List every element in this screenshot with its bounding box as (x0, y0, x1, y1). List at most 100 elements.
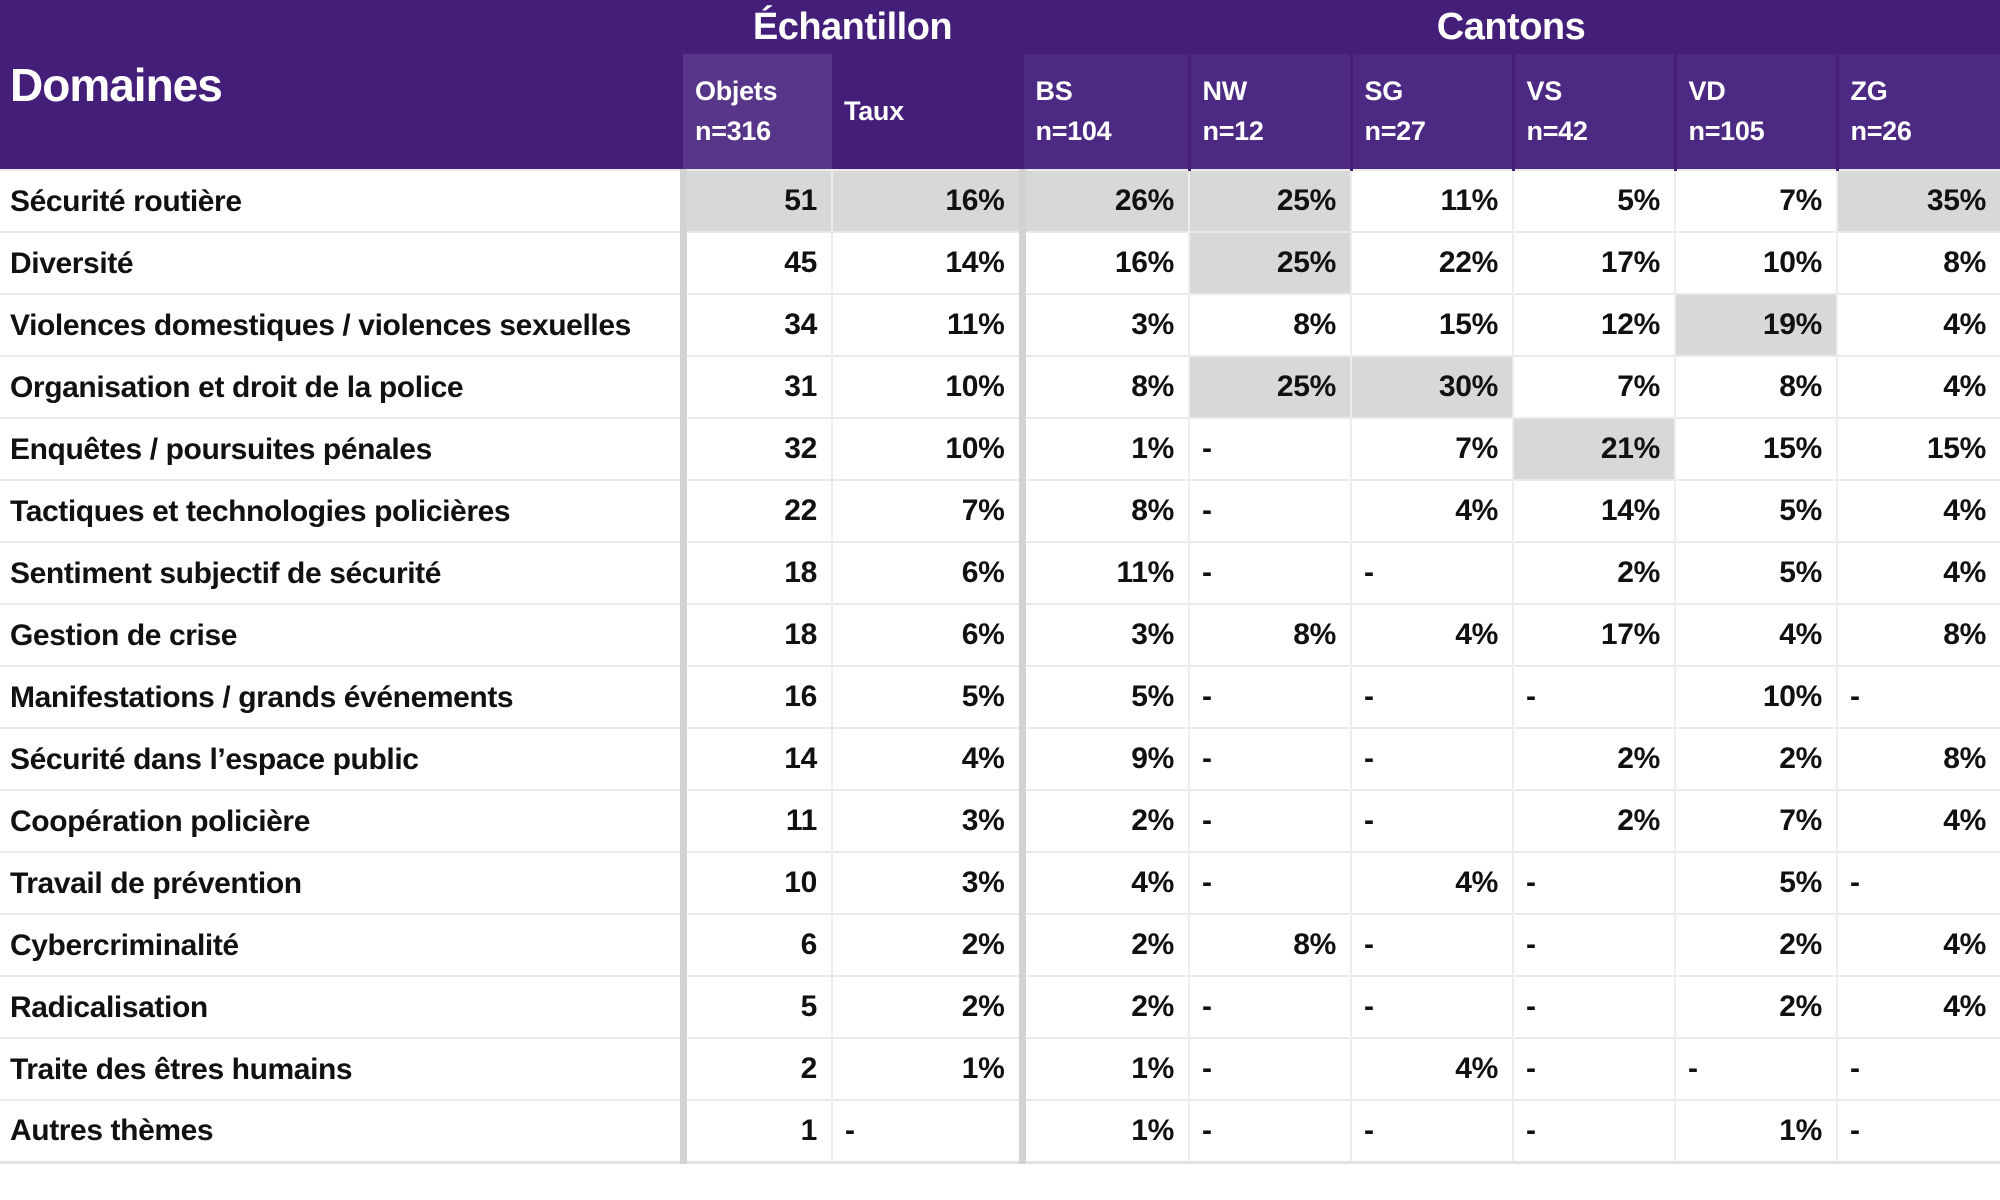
value-cell-taux: 6% (830, 541, 1023, 604)
value-cell-vd: 5% (1674, 541, 1838, 604)
value-cell-vd: 15% (1674, 417, 1838, 480)
value-cell-bs: 8% (1018, 479, 1190, 542)
column-header-sg: SG n=27 (1349, 54, 1514, 170)
value-cell-vs: - (1512, 851, 1676, 914)
value-cell-sg: 30% (1350, 355, 1514, 418)
domain-label: Organisation et droit de la police (0, 355, 683, 418)
value-cell-taux: 10% (830, 355, 1023, 418)
column-n-count: n=104 (1035, 115, 1112, 146)
value-cell-vd: 7% (1674, 169, 1838, 232)
value-cell-vd: 7% (1674, 789, 1838, 852)
value-cell-vs: 21% (1512, 417, 1676, 480)
table-row: Violences domestiques / violences sexuel… (0, 293, 2000, 356)
column-header-vd: VD n=105 (1673, 54, 1838, 170)
value-cell-objets: 2 (679, 1037, 832, 1100)
value-cell-objets: 32 (679, 417, 832, 480)
value-cell-bs: 1% (1018, 1037, 1190, 1100)
table-row: Enquêtes / poursuites pénales 32 10% 1% -7% 2… (0, 417, 2000, 480)
value-cell-nw: 25% (1188, 231, 1352, 294)
table-row: Radicalisation 5 2% 2% - - -2% 4% (0, 975, 2000, 1038)
value-cell-taux: 6% (830, 603, 1023, 666)
value-cell-nw: 25% (1188, 355, 1352, 418)
value-cell-objets: 10 (679, 851, 832, 914)
value-cell-sg: - (1350, 975, 1514, 1038)
value-cell-nw: - (1188, 417, 1352, 480)
value-cell-nw: - (1188, 479, 1352, 542)
value-cell-nw: 8% (1188, 293, 1352, 356)
value-cell-taux: 4% (830, 727, 1023, 790)
value-cell-bs: 2% (1018, 789, 1190, 852)
value-cell-vd: 5% (1674, 479, 1838, 542)
domain-label: Cybercriminalité (0, 913, 683, 976)
value-cell-objets: 1 (679, 1099, 832, 1162)
table-row: Tactiques et technologies policières 22 7%… (0, 479, 2000, 542)
column-header-nw: NW n=12 (1187, 54, 1352, 170)
value-cell-objets: 22 (679, 479, 832, 542)
value-cell-sg: - (1350, 665, 1514, 728)
table-row: Coopération policière 11 3% 2% - -2% 7% 4% (0, 789, 2000, 852)
value-cell-vs: 17% (1512, 603, 1676, 666)
value-cell-vs: 5% (1512, 169, 1676, 232)
value-cell-zg: 35% (1836, 169, 2000, 232)
value-cell-sg: 22% (1350, 231, 1514, 294)
value-cell-vs: 17% (1512, 231, 1676, 294)
column-name: NW (1202, 76, 1248, 107)
table-row: Gestion de crise 18 6% 3% 8% 4% 17% 4% 8% (0, 603, 2000, 666)
value-cell-taux: 3% (830, 851, 1023, 914)
column-name: BS (1035, 76, 1073, 107)
domain-label: Diversité (0, 231, 683, 294)
value-cell-taux: 2% (830, 913, 1023, 976)
value-cell-taux: 16% (830, 169, 1023, 232)
value-cell-zg: 4% (1836, 541, 2000, 604)
table-header: Domaines Échantillon Cantons Objets n=316… (0, 0, 2000, 170)
value-cell-sg: - (1350, 541, 1514, 604)
domain-label: Sentiment subjectif de sécurité (0, 541, 683, 604)
value-cell-nw: - (1188, 541, 1352, 604)
value-cell-zg: - (1836, 665, 2000, 728)
value-cell-nw: - (1188, 789, 1352, 852)
column-header-bs: BS n=104 (1020, 54, 1190, 170)
table-row: Cybercriminalité 6 2% 2% 8% - -2% 4% (0, 913, 2000, 976)
value-cell-zg: - (1836, 1099, 2000, 1162)
value-cell-bs: 11% (1018, 541, 1190, 604)
column-header-taux: Taux (832, 54, 1023, 170)
table-row: Manifestations / grands événements 16 5% 5%… (0, 665, 2000, 728)
value-cell-zg: 8% (1836, 727, 2000, 790)
column-name: Taux (844, 95, 904, 126)
value-cell-bs: 1% (1018, 1099, 1190, 1162)
domain-label: Radicalisation (0, 975, 683, 1038)
domain-label: Manifestations / grands événements (0, 665, 683, 728)
value-cell-vs: - (1512, 913, 1676, 976)
value-cell-vd: 10% (1674, 231, 1838, 294)
column-header-objets: Objets n=316 (683, 54, 832, 170)
domain-label: Travail de prévention (0, 851, 683, 914)
value-cell-bs: 8% (1018, 355, 1190, 418)
value-cell-vs: - (1512, 975, 1676, 1038)
value-cell-vd: 10% (1674, 665, 1838, 728)
value-cell-taux: 5% (830, 665, 1023, 728)
domain-label: Enquêtes / poursuites pénales (0, 417, 683, 480)
value-cell-zg: 4% (1836, 913, 2000, 976)
domain-label: Sécurité dans l’espace public (0, 727, 683, 790)
column-name: VD (1688, 76, 1726, 107)
value-cell-zg: - (1836, 1037, 2000, 1100)
value-cell-bs: 2% (1018, 913, 1190, 976)
value-cell-taux: 1% (830, 1037, 1023, 1100)
value-cell-zg: - (1836, 851, 2000, 914)
table-body: Sécurité routière 51 16% 26% 25% 11% 5% 7% 35% Di… (0, 169, 2000, 1162)
value-cell-bs: 2% (1018, 975, 1190, 1038)
value-cell-nw: - (1188, 1037, 1352, 1100)
value-cell-taux: 7% (830, 479, 1023, 542)
value-cell-vs: - (1512, 665, 1676, 728)
value-cell-zg: 4% (1836, 975, 2000, 1038)
value-cell-vs: 2% (1512, 727, 1676, 790)
domain-label: Sécurité routière (0, 169, 683, 232)
table-row: Sentiment subjectif de sécurité 18 6% 11% - -… (0, 541, 2000, 604)
value-cell-nw: 25% (1188, 169, 1352, 232)
value-cell-bs: 9% (1018, 727, 1190, 790)
value-cell-sg: 4% (1350, 479, 1514, 542)
value-cell-objets: 34 (679, 293, 832, 356)
column-n-count: n=105 (1688, 115, 1765, 146)
value-cell-zg: 8% (1836, 603, 2000, 666)
table-row: Organisation et droit de la police 31 10% 8… (0, 355, 2000, 418)
